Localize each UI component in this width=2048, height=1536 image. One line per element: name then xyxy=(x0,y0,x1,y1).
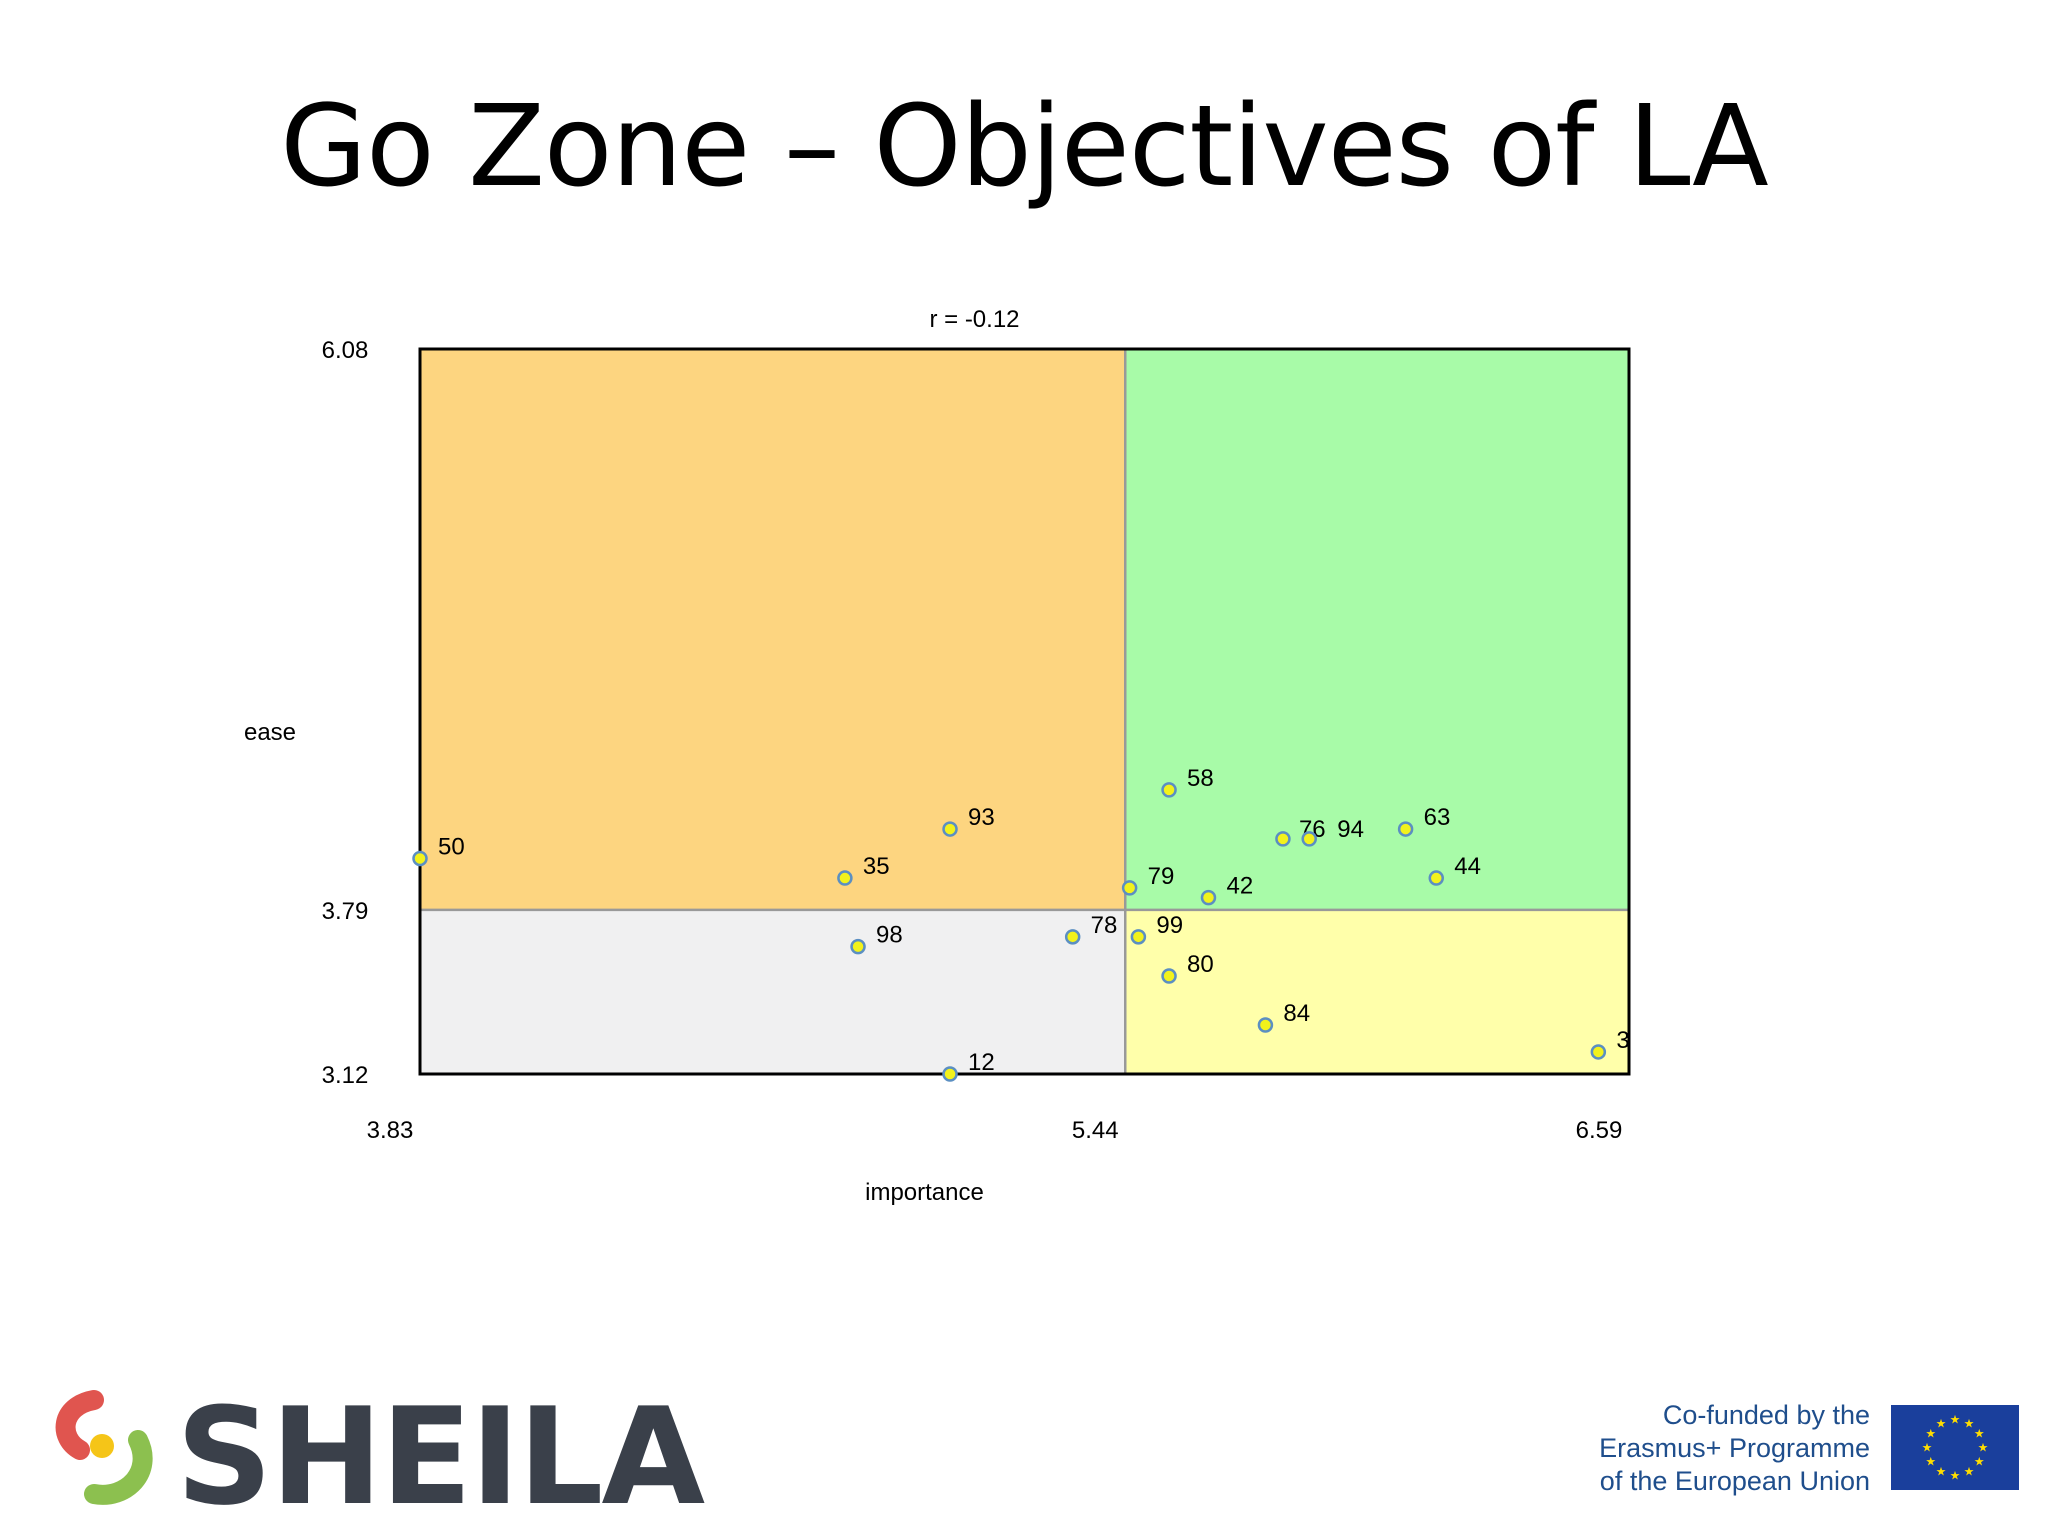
data-point-label: 80 xyxy=(1187,951,1214,978)
eu-star-icon: ★ xyxy=(1964,1465,1975,1479)
data-point xyxy=(1428,870,1445,886)
eu-star-icon: ★ xyxy=(1974,1455,1985,1469)
data-point-label: 84 xyxy=(1283,1000,1310,1027)
quadrant-top-right xyxy=(1125,349,1629,910)
data-point-label: 50 xyxy=(438,833,465,860)
data-point-label: 3 xyxy=(1616,1027,1629,1054)
data-point-label: 99 xyxy=(1156,912,1183,939)
data-point-label: 93 xyxy=(968,804,995,831)
eu-star-icon: ★ xyxy=(1974,1427,1985,1441)
data-point xyxy=(1275,831,1291,847)
data-point xyxy=(1590,1044,1607,1060)
eu-text-line: of the European Union xyxy=(1599,1466,1870,1496)
data-point-label: 63 xyxy=(1424,804,1451,831)
go-zone-chart: r = -0.12 ease importance 3.83 5.44 6.59 6.… xyxy=(244,306,1631,1206)
sheila-logo-text: SHEILA xyxy=(176,1379,705,1535)
eu-star-icon: ★ xyxy=(1936,1416,1947,1430)
data-point xyxy=(1121,880,1138,896)
quadrant-bottom-right xyxy=(1125,909,1629,1074)
x-tick-label: 5.44 xyxy=(1072,1117,1119,1144)
eu-star-icon: ★ xyxy=(1925,1455,1936,1469)
data-point xyxy=(412,850,428,867)
data-point xyxy=(1257,1017,1274,1033)
eu-star-icon: ★ xyxy=(1950,1413,1961,1427)
x-axis-label: importance xyxy=(865,1179,984,1206)
y-axis-label: ease xyxy=(244,719,296,746)
data-point xyxy=(1397,821,1414,837)
data-point-label: 58 xyxy=(1187,765,1214,792)
x-tick-label: 6.59 xyxy=(1576,1117,1623,1144)
data-point-label: 12 xyxy=(968,1049,995,1076)
chart-title: r = -0.12 xyxy=(929,306,1019,333)
sheila-logo: SHEILA xyxy=(50,1382,705,1532)
eu-star-icon: ★ xyxy=(1950,1469,1961,1483)
data-point xyxy=(1301,831,1317,847)
sheila-logo-icon xyxy=(55,1390,153,1505)
data-point xyxy=(1161,782,1177,798)
data-point xyxy=(837,870,853,886)
y-tick-label: 3.79 xyxy=(322,898,369,925)
data-point-label: 35 xyxy=(863,853,890,880)
data-point xyxy=(1064,929,1081,945)
plot-frame xyxy=(418,347,1631,1076)
data-point-label: 94 xyxy=(1337,816,1364,843)
eu-star-icon: ★ xyxy=(1964,1416,1975,1430)
data-point-label: 78 xyxy=(1091,912,1118,939)
data-point xyxy=(1200,889,1217,906)
eu-star-icon: ★ xyxy=(1922,1441,1933,1455)
data-point xyxy=(942,1066,958,1082)
eu-text-line: Co-funded by the xyxy=(1662,1400,1870,1430)
data-point-label: 98 xyxy=(876,922,903,949)
data-point xyxy=(942,821,958,837)
eu-star-icon: ★ xyxy=(1936,1465,1947,1479)
data-point xyxy=(850,938,866,955)
eu-star-icon: ★ xyxy=(1978,1441,1989,1455)
quadrant-top-left xyxy=(420,349,1126,910)
quadrant-bottom-left xyxy=(420,909,1126,1074)
data-point xyxy=(1161,968,1177,984)
eu-star-icon: ★ xyxy=(1925,1427,1936,1441)
y-tick-label: 3.12 xyxy=(322,1062,369,1089)
data-point-label: 79 xyxy=(1148,863,1175,890)
y-tick-label: 6.08 xyxy=(322,337,369,364)
data-point-label: 42 xyxy=(1226,873,1253,900)
data-point xyxy=(1130,929,1147,945)
eu-flag-icon: ★ ★★★★★★★★★★★ xyxy=(1891,1405,2019,1490)
eu-cofunding-text: Co-funded by the Erasmus+ Programme of t… xyxy=(1599,1399,1870,1498)
eu-text-line: Erasmus+ Programme xyxy=(1599,1433,1870,1463)
data-point-label: 44 xyxy=(1454,853,1481,880)
x-tick-label: 3.83 xyxy=(367,1117,414,1144)
slide-title: Go Zone – Objectives of LA xyxy=(280,82,1768,212)
